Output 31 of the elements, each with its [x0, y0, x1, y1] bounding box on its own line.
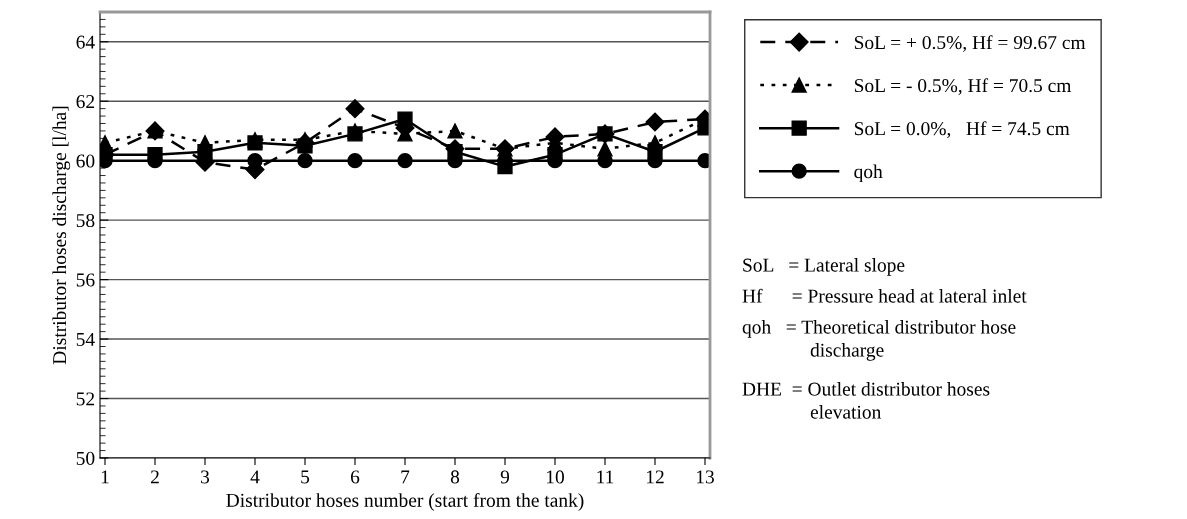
legend-label: SoL = + 0.5%, Hf = 99.67 cm [854, 35, 1086, 52]
x-tick-label: 10 [546, 470, 564, 484]
y-axis-title: Distributor hoses discharge [l/ha] [52, 106, 71, 365]
y-tick-label: 60 [76, 154, 95, 168]
x-tick-label: 2 [150, 470, 159, 484]
text: DHE = Outlet distributor hoses elevation [742, 382, 990, 419]
legend-label: qoh [854, 164, 883, 183]
legend-label: SoL = - 0.5%, Hf = 70.5 cm [854, 78, 1072, 95]
y-tick-label: 56 [76, 273, 95, 287]
x-tick-label: 13 [696, 470, 714, 484]
x-tick-label: 5 [301, 470, 310, 484]
text: SoL = Lateral slope [743, 258, 905, 276]
x-tick-label: 8 [450, 470, 460, 484]
x-tick-label: 6 [350, 470, 360, 484]
x-tick-label: 9 [500, 470, 510, 484]
y-tick-label: 62 [76, 95, 95, 109]
legend-label: SoL = 0.0%, Hf = 74.5 cm [854, 121, 1070, 138]
x-tick-label: 12 [646, 470, 664, 484]
x-axis-title: Distributor hoses number (start from the tank) [226, 492, 584, 511]
y-tick-label: 64 [76, 35, 95, 49]
x-tick-label: 7 [401, 470, 410, 484]
y-tick-label: 58 [76, 213, 95, 228]
y-tick-label: 54 [76, 333, 95, 346]
y-tick-label: 52 [76, 392, 95, 406]
y-tick-label: 50 [76, 451, 95, 465]
x-tick-label: 11 [597, 470, 614, 484]
x-tick-label: 3 [201, 470, 210, 484]
x-tick-label: 1 [101, 470, 109, 484]
text: Hf = Pressure head at lateral inlet [742, 288, 1027, 303]
x-tick-label: 4 [250, 470, 260, 484]
text: qoh = Theoretical distributor hose discharge [742, 320, 1016, 361]
